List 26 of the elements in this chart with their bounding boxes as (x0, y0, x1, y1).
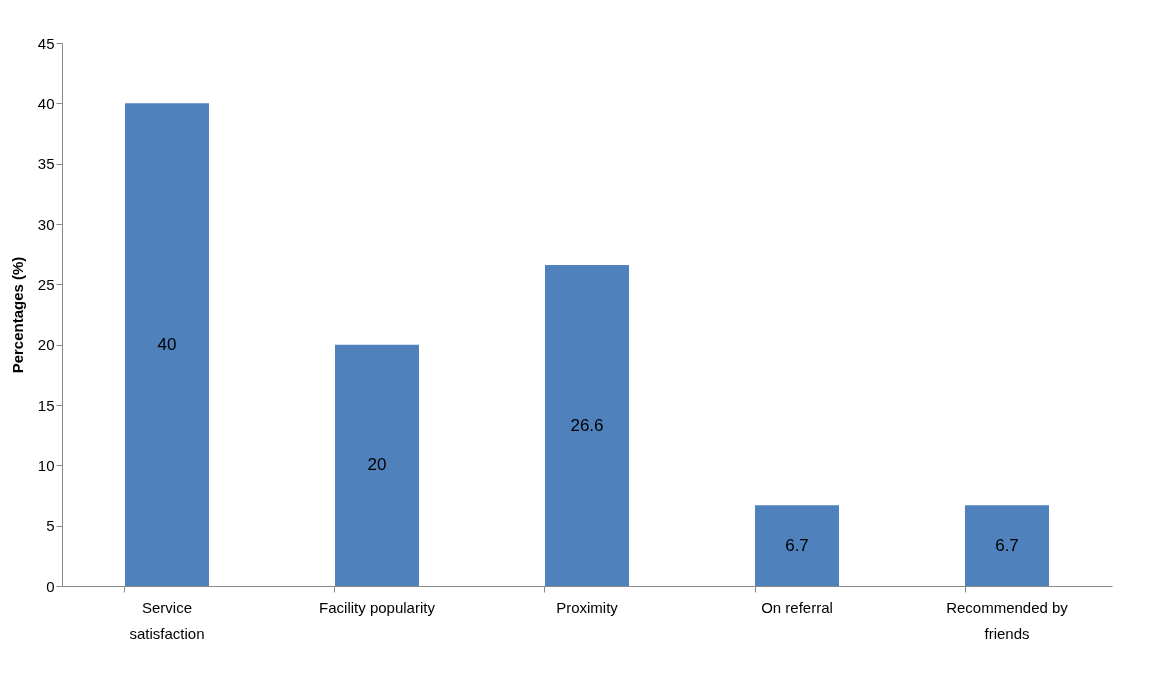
x-tick-label: Service satisfaction (129, 598, 205, 642)
y-tick-label: 35 (37, 155, 55, 173)
bar (965, 505, 1049, 586)
x-tick-label: On referral (761, 598, 833, 616)
data-label: 26.6 (570, 415, 604, 435)
y-axis-title: Percentages (%) (8, 256, 26, 374)
bar (335, 344, 419, 586)
y-tick-label: 20 (37, 336, 55, 354)
x-tick-label: Facility popularity (319, 598, 436, 616)
data-label: 40 (157, 334, 177, 354)
y-tick-label: 30 (37, 215, 55, 233)
bar (545, 265, 629, 586)
data-label: 20 (367, 455, 387, 475)
y-tick-label: 15 (37, 396, 55, 414)
y-tick-label: 45 (37, 34, 55, 52)
bar (125, 103, 209, 586)
x-tick-label: Recommended by friends (946, 598, 1069, 642)
x-tick-label: Proximity (556, 598, 619, 616)
y-tick-label: 0 (46, 577, 55, 595)
y-tick-label: 40 (37, 94, 55, 112)
y-tick-label: 25 (37, 275, 55, 293)
y-tick-label: 10 (37, 456, 55, 474)
y-tick-label: 5 (46, 517, 55, 535)
data-label: 6.7 (995, 535, 1019, 555)
data-label: 6.7 (785, 535, 809, 555)
bar (755, 505, 839, 586)
